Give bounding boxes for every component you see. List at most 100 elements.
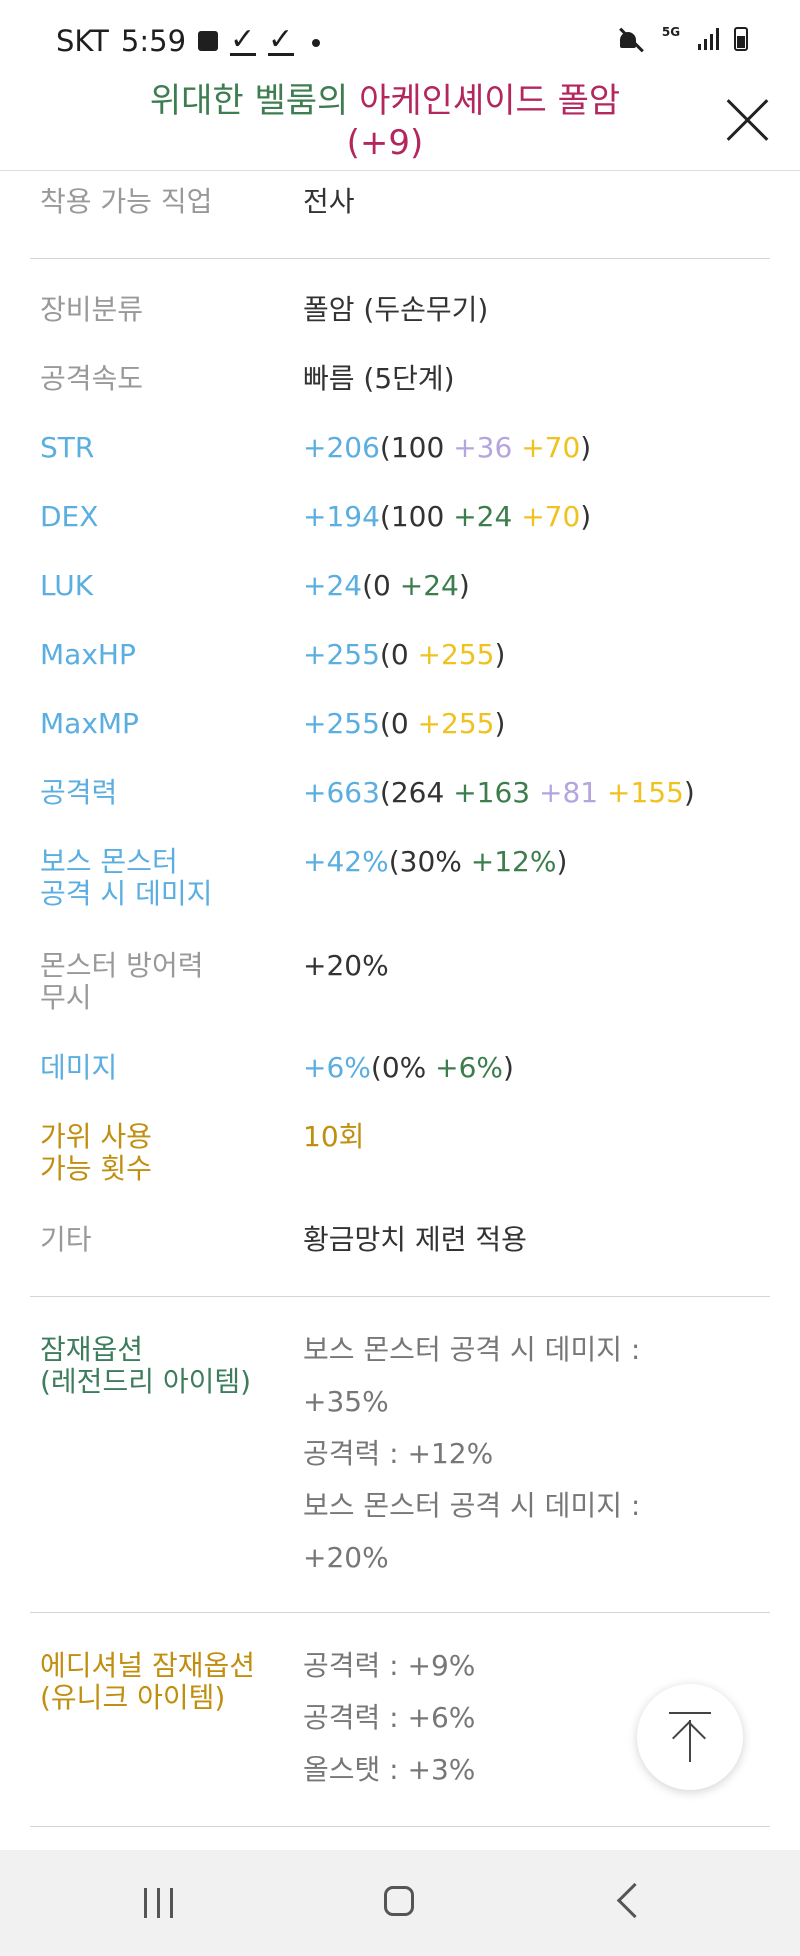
mute-icon — [618, 26, 644, 52]
back-button[interactable] — [570, 1850, 690, 1956]
row-value: +194(100 +24 +70) — [303, 501, 763, 533]
row-label: 잠재옵션 (레전드리 아이템) — [40, 1334, 290, 1398]
scroll-top-button[interactable] — [637, 1684, 743, 1790]
stat-bonus-starforce: +255 — [417, 638, 495, 671]
stat-bonus-additional: +24 — [453, 500, 513, 533]
carrier: SKT — [56, 24, 109, 58]
stat-close: ) — [494, 638, 506, 671]
stat-base: (0% — [370, 1051, 436, 1084]
row-label: MaxHP — [40, 638, 136, 671]
row-label: 몬스터 방어력 무시 — [40, 950, 290, 1014]
check-icon — [268, 22, 295, 57]
stat-bonus-starforce: +70 — [521, 431, 581, 464]
row-value: +6%(0% +6%) — [303, 1052, 763, 1084]
stat-base: (0 — [379, 707, 418, 740]
stat-close: ) — [580, 431, 592, 464]
stat-space — [530, 776, 539, 809]
row-label-line: 잠재옵션 — [40, 1333, 144, 1366]
additional-line: 공격력 : +9% — [303, 1649, 476, 1682]
potential-line: 보스 몬스터 공격 시 데미지 : — [303, 1333, 641, 1366]
row-label-line: 에디셔널 잠재옵션 — [40, 1649, 255, 1682]
stat-bonus-additional: +12% — [470, 845, 557, 878]
stat-close: ) — [503, 1051, 514, 1084]
gallery-icon — [198, 31, 219, 51]
row-value: +206(100 +36 +70) — [303, 432, 763, 464]
stat-bonus-enhance: +81 — [539, 776, 599, 809]
row-label: 보스 몬스터 공격 시 데미지 — [40, 846, 290, 910]
stat-space — [598, 776, 607, 809]
additional-line: 공격력 : +6% — [303, 1701, 476, 1734]
row-label-line: (유니크 아이템) — [40, 1681, 226, 1714]
row-label: 에디셔널 잠재옵션 (유니크 아이템) — [40, 1650, 290, 1714]
stat-total: +194 — [303, 500, 380, 533]
stat-base: (30% — [388, 845, 471, 878]
stat-space — [512, 431, 521, 464]
section-divider — [30, 258, 770, 259]
item-title-prefix: 위대한 벨룸의 — [149, 81, 360, 121]
stat-bonus-starforce: +155 — [607, 776, 684, 809]
stat-bonus-starforce: +70 — [521, 500, 581, 533]
signal-icon — [698, 28, 720, 50]
row-value: +42%(30% +12%) — [303, 846, 763, 878]
stat-close: ) — [683, 776, 695, 809]
row-value: +255(0 +255) — [303, 639, 763, 671]
notification-dot-icon — [312, 39, 321, 47]
row-label-line: 몬스터 방어력 — [40, 949, 204, 982]
additional-options: 공격력 : +9% 공격력 : +6% 올스탯 : +3% — [303, 1640, 763, 1796]
stat-bonus-additional: +24 — [399, 569, 459, 602]
battery-icon — [734, 27, 748, 51]
stat-close: ) — [494, 707, 506, 740]
row-value: +255(0 +255) — [303, 708, 763, 740]
system-nav-bar — [0, 1850, 800, 1956]
close-button[interactable] — [722, 94, 774, 146]
stat-total: +255 — [303, 638, 380, 671]
row-label: DEX — [40, 500, 99, 533]
clock: 5:59 — [120, 24, 187, 58]
arrow-up-icon — [669, 1712, 711, 1762]
stat-base: (264 — [379, 776, 454, 809]
row-label: MaxMP — [40, 707, 139, 740]
stat-bonus-additional: +163 — [453, 776, 531, 809]
stat-base: (0 — [362, 569, 400, 602]
row-label: 공격속도 — [40, 362, 144, 395]
row-label: 가위 사용 가능 횟수 — [40, 1121, 290, 1185]
item-title-name: 아케인셰이드 폴암 — [359, 81, 621, 121]
status-bar: SKT 5:59 5G — [0, 0, 800, 80]
row-value: +24(0 +24) — [303, 570, 763, 602]
stat-bonus-starforce: +255 — [417, 707, 495, 740]
row-label-line: 가능 횟수 — [40, 1152, 152, 1185]
stat-base: (0 — [379, 638, 418, 671]
row-value: 10회 — [303, 1120, 365, 1153]
row-value: +20% — [303, 949, 389, 982]
stat-total: +6% — [303, 1051, 371, 1084]
stat-bonus-additional: +6% — [435, 1051, 504, 1084]
stat-bonus-additional: +36 — [453, 431, 513, 464]
potential-options: 보스 몬스터 공격 시 데미지 : +35% 공격력 : +12% 보스 몬스터… — [303, 1324, 763, 1584]
row-value: 황금망치 제련 적용 — [303, 1223, 527, 1256]
section-divider — [30, 1826, 770, 1827]
section-divider — [30, 1612, 770, 1613]
row-label-line: 가위 사용 — [40, 1120, 152, 1153]
stat-space — [512, 500, 521, 533]
row-value: 전사 — [303, 185, 355, 218]
header-divider — [0, 170, 800, 171]
item-header: 위대한 벨룸의 아케인셰이드 폴암 (+9) — [0, 80, 800, 170]
row-value: 빠름 (5단계) — [303, 362, 455, 395]
row-label: LUK — [40, 569, 94, 602]
potential-line: 공격력 : +12% — [303, 1437, 494, 1470]
arrow-head — [672, 1721, 706, 1755]
home-button[interactable] — [340, 1850, 460, 1956]
stat-close: ) — [556, 845, 568, 878]
stat-close: ) — [580, 500, 592, 533]
stat-total: +663 — [303, 776, 380, 809]
row-label: 데미지 — [40, 1051, 118, 1084]
stat-total: +255 — [303, 707, 380, 740]
recents-button[interactable] — [100, 1850, 220, 1956]
potential-line: +35% — [303, 1385, 389, 1418]
potential-line: +20% — [303, 1541, 389, 1574]
row-label: STR — [40, 431, 95, 464]
row-label-line: (레전드리 아이템) — [40, 1365, 252, 1398]
item-title-enhance: (+9) — [346, 123, 424, 163]
row-value: 폴암 (두손무기) — [303, 293, 489, 326]
check-icon — [230, 22, 257, 57]
